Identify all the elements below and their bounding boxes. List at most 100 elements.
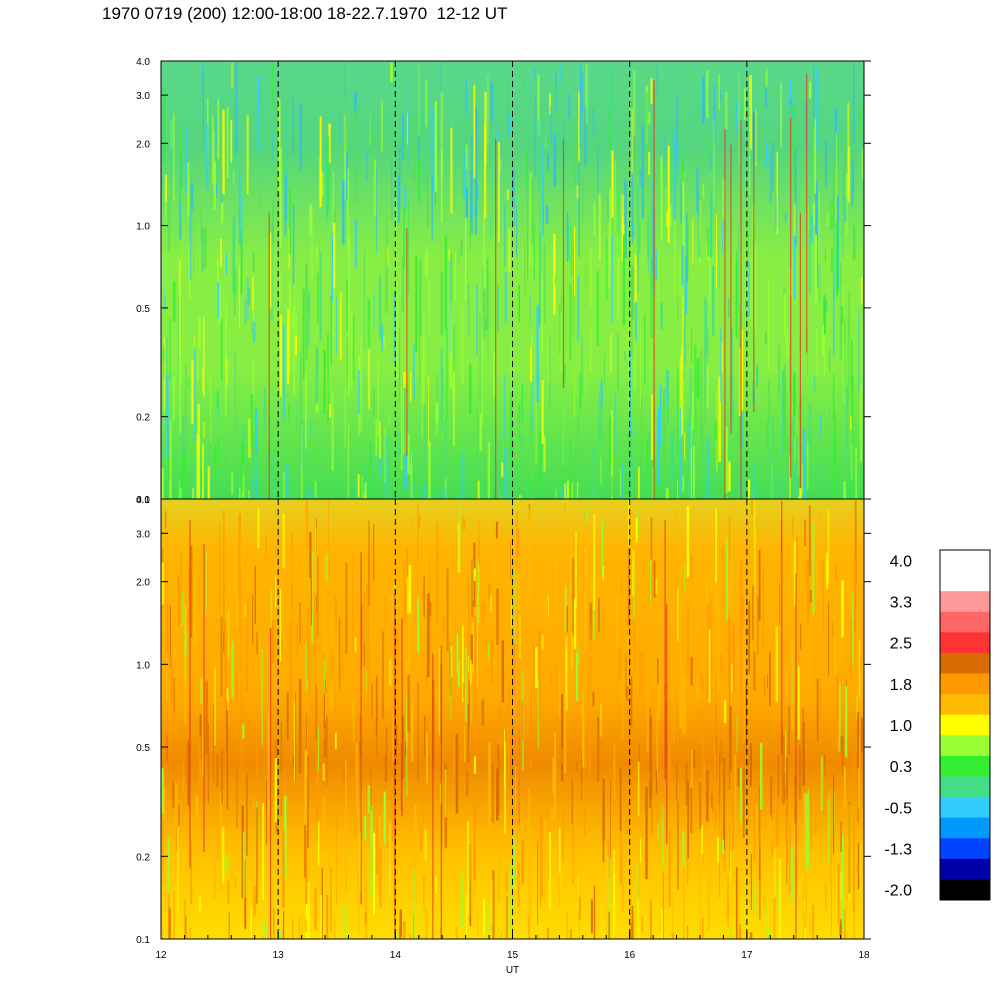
texture-streak bbox=[271, 620, 275, 664]
texture-streak bbox=[786, 670, 788, 697]
texture-streak bbox=[514, 484, 516, 499]
texture-streak bbox=[586, 506, 588, 529]
texture-streak bbox=[621, 216, 625, 253]
texture-streak bbox=[446, 568, 449, 652]
texture-streak bbox=[386, 435, 389, 499]
texture-streak bbox=[784, 212, 787, 223]
texture-streak bbox=[167, 836, 170, 892]
texture-streak bbox=[414, 803, 417, 899]
texture-streak bbox=[554, 732, 557, 818]
y-tick-label: 0.2 bbox=[136, 413, 150, 424]
texture-streak bbox=[696, 672, 699, 703]
texture-streak bbox=[294, 700, 295, 782]
texture-streak bbox=[631, 265, 634, 319]
colorbar-cell bbox=[940, 858, 990, 880]
texture-streak bbox=[676, 96, 678, 165]
texture-streak bbox=[778, 344, 781, 399]
texture-streak bbox=[776, 785, 779, 847]
texture-streak bbox=[425, 541, 427, 609]
texture-streak bbox=[754, 881, 756, 913]
texture-streak bbox=[830, 248, 834, 273]
texture-streak bbox=[491, 762, 494, 823]
texture-streak bbox=[192, 488, 195, 499]
texture-streak bbox=[581, 335, 583, 396]
texture-streak bbox=[719, 88, 722, 100]
texture-streak bbox=[836, 674, 839, 750]
texture-streak bbox=[439, 500, 440, 544]
texture-streak bbox=[576, 482, 579, 499]
texture-streak bbox=[479, 314, 481, 405]
texture-streak bbox=[469, 364, 472, 414]
texture-streak bbox=[721, 221, 723, 254]
spike-streak bbox=[270, 628, 272, 939]
texture-streak bbox=[670, 429, 673, 482]
texture-streak bbox=[483, 898, 486, 935]
texture-streak bbox=[373, 524, 375, 581]
texture-streak bbox=[648, 553, 650, 582]
texture-streak bbox=[761, 935, 763, 939]
texture-streak bbox=[657, 654, 660, 721]
texture-streak bbox=[575, 866, 578, 904]
texture-streak bbox=[748, 260, 750, 318]
texture-streak bbox=[339, 617, 341, 690]
texture-streak bbox=[209, 373, 212, 443]
texture-streak bbox=[373, 159, 376, 216]
texture-streak bbox=[190, 182, 194, 210]
texture-streak bbox=[252, 251, 255, 273]
texture-streak bbox=[280, 773, 283, 801]
texture-streak bbox=[537, 934, 539, 939]
texture-streak bbox=[361, 476, 363, 499]
texture-streak bbox=[296, 315, 298, 346]
texture-streak bbox=[641, 917, 644, 933]
texture-streak bbox=[291, 584, 293, 614]
texture-streak bbox=[573, 448, 577, 472]
texture-streak bbox=[326, 150, 327, 227]
texture-streak bbox=[676, 142, 679, 186]
texture-streak bbox=[282, 513, 285, 568]
texture-streak bbox=[231, 62, 233, 88]
texture-streak bbox=[830, 201, 833, 230]
texture-streak bbox=[677, 480, 679, 499]
texture-streak bbox=[672, 430, 674, 483]
texture-streak bbox=[425, 80, 427, 127]
texture-streak bbox=[769, 152, 772, 203]
texture-streak bbox=[558, 828, 561, 891]
texture-streak bbox=[403, 584, 407, 621]
texture-streak bbox=[517, 863, 520, 907]
texture-streak bbox=[721, 680, 723, 722]
texture-streak bbox=[695, 556, 698, 636]
texture-streak bbox=[496, 768, 499, 821]
texture-streak bbox=[166, 373, 169, 458]
texture-streak bbox=[202, 443, 204, 499]
texture-streak bbox=[722, 179, 725, 219]
texture-streak bbox=[630, 868, 632, 923]
texture-streak bbox=[285, 176, 287, 222]
texture-streak bbox=[217, 821, 219, 861]
texture-streak bbox=[589, 603, 592, 640]
colorbar-label: 0.3 bbox=[890, 759, 912, 776]
texture-streak bbox=[788, 705, 790, 755]
texture-streak bbox=[857, 736, 860, 809]
texture-streak bbox=[622, 234, 625, 325]
texture-streak bbox=[797, 666, 800, 740]
texture-streak bbox=[563, 364, 566, 383]
colorbar-label: 1.8 bbox=[890, 677, 912, 694]
texture-streak bbox=[313, 450, 316, 468]
texture-streak bbox=[758, 785, 761, 880]
texture-streak bbox=[546, 928, 550, 939]
texture-streak bbox=[858, 308, 860, 394]
spike-streak bbox=[562, 139, 565, 388]
texture-streak bbox=[471, 559, 474, 618]
texture-streak bbox=[462, 151, 465, 197]
texture-streak bbox=[565, 635, 568, 711]
texture-streak bbox=[551, 806, 554, 821]
texture-streak bbox=[576, 185, 579, 199]
texture-streak bbox=[417, 597, 420, 653]
texture-streak bbox=[710, 807, 712, 892]
texture-streak bbox=[475, 594, 478, 616]
texture-streak bbox=[592, 109, 595, 138]
texture-streak bbox=[696, 167, 699, 213]
texture-streak bbox=[735, 867, 738, 939]
texture-streak bbox=[282, 472, 285, 499]
texture-streak bbox=[316, 246, 318, 258]
